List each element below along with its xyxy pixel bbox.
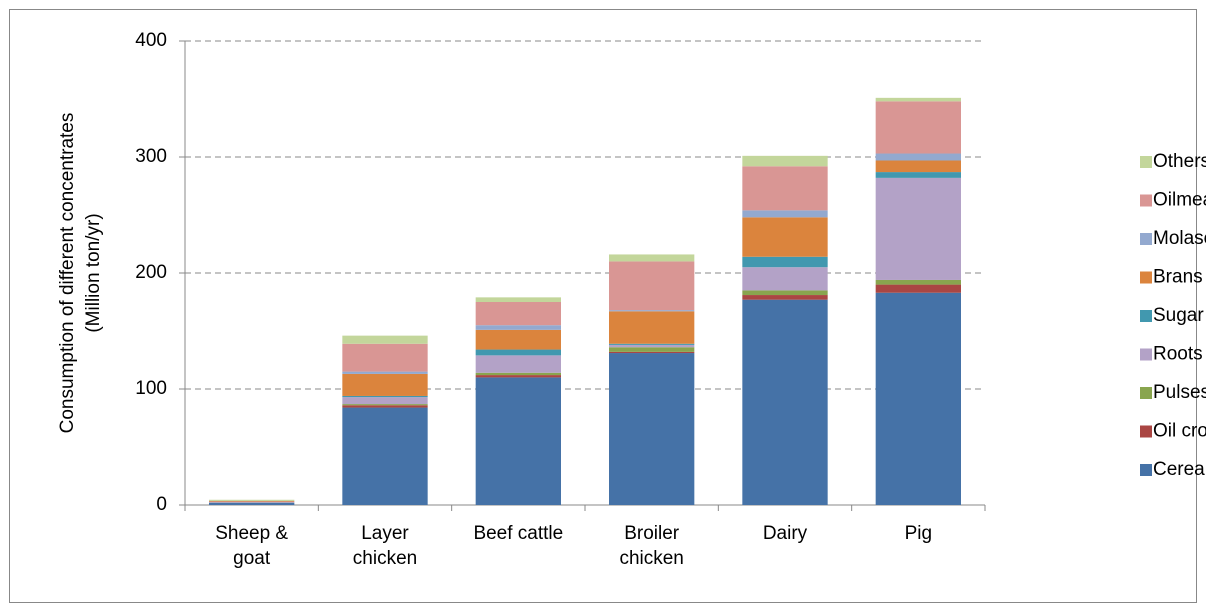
bar-segment	[475, 297, 561, 302]
bar-segment	[875, 292, 961, 505]
bar-segment	[475, 302, 561, 326]
bar-segment	[342, 405, 428, 408]
x-tick-label: Sheep & goat	[215, 523, 289, 569]
legend-swatch	[1140, 271, 1152, 284]
x-tick-label: Layer chicken	[352, 523, 418, 569]
legend-swatch	[1140, 464, 1152, 476]
x-tick-label: Pig	[904, 523, 933, 544]
legend-swatch	[1140, 233, 1152, 245]
bar-segment	[342, 373, 428, 396]
legend-label: Pulses	[1153, 382, 1206, 403]
bar-segment	[342, 343, 428, 372]
bar-segment	[609, 311, 695, 344]
legend-swatch	[1140, 194, 1152, 207]
legend-label: Molases	[1153, 228, 1206, 249]
legend-swatch	[1140, 310, 1152, 322]
legend-swatch	[1140, 425, 1152, 438]
legend-swatch	[1140, 156, 1152, 168]
y-tick-label: 400	[135, 30, 167, 51]
bar-segment	[875, 279, 961, 285]
bar-segment	[742, 295, 828, 300]
x-tick-label: Broiler chicken	[619, 523, 684, 569]
chart-frame	[9, 9, 1197, 603]
bar-segment	[475, 377, 561, 505]
legend-label: Cereals	[1153, 459, 1206, 480]
bar-segment	[475, 329, 561, 350]
bar-segment	[742, 217, 828, 257]
bar-segment	[342, 395, 428, 398]
bar-segment	[875, 160, 961, 173]
bar-segment	[875, 172, 961, 178]
bar-segment	[742, 155, 828, 167]
bar-segment	[342, 397, 428, 405]
bar-segment	[609, 343, 695, 345]
bar-segment	[609, 347, 695, 352]
bar-segment	[742, 210, 828, 218]
bar-segment	[475, 355, 561, 373]
bar-segment	[609, 344, 695, 348]
bar-segment	[475, 375, 561, 378]
bar-segment	[609, 261, 695, 311]
bar-segment	[609, 353, 695, 505]
bar-segment	[742, 267, 828, 291]
bar-segment	[609, 254, 695, 262]
bar-segment	[209, 502, 295, 503]
bar-segment	[609, 310, 695, 312]
bar-segment	[742, 290, 828, 296]
y-axis-title: Consumption of different concentrates	[57, 113, 78, 434]
bar-segment	[342, 335, 428, 344]
legend-label: Oil crops	[1153, 421, 1206, 442]
x-tick-label: Dairy	[762, 523, 808, 544]
bar-segment	[609, 351, 695, 354]
bar-segment	[475, 372, 561, 376]
legend-label: Others	[1153, 151, 1206, 172]
bar-segment	[742, 166, 828, 211]
bar-segment	[209, 501, 295, 503]
bar-segment	[209, 500, 295, 502]
legend-label: Oilmeals	[1153, 190, 1206, 211]
bar-segment	[342, 371, 428, 374]
bar-segment	[875, 101, 961, 154]
legend-label: Roots	[1153, 344, 1203, 365]
y-tick-label: 300	[135, 146, 167, 167]
bar-segment	[342, 404, 428, 406]
x-tick-label: Beef cattle	[473, 523, 564, 544]
y-tick-label: 100	[135, 378, 167, 399]
bar-segment	[342, 407, 428, 505]
legend-swatch	[1140, 387, 1152, 399]
bar-segment	[875, 177, 961, 280]
bar-segment	[875, 97, 961, 102]
legend-label: Sugar crops	[1153, 305, 1206, 326]
bar-segment	[875, 284, 961, 293]
bar-segment	[742, 256, 828, 268]
y-tick-label: 200	[135, 262, 167, 283]
y-tick-label: 0	[156, 494, 167, 515]
bar-segment	[209, 502, 295, 505]
legend-label: Brans	[1153, 267, 1203, 288]
bar-segment	[475, 325, 561, 330]
bar-segment	[875, 153, 961, 161]
bar-segment	[742, 299, 828, 505]
legend-swatch	[1140, 348, 1152, 361]
bar-segment	[209, 499, 295, 501]
y-axis-title: (Million ton/yr)	[83, 213, 104, 332]
bar-segment	[475, 349, 561, 356]
